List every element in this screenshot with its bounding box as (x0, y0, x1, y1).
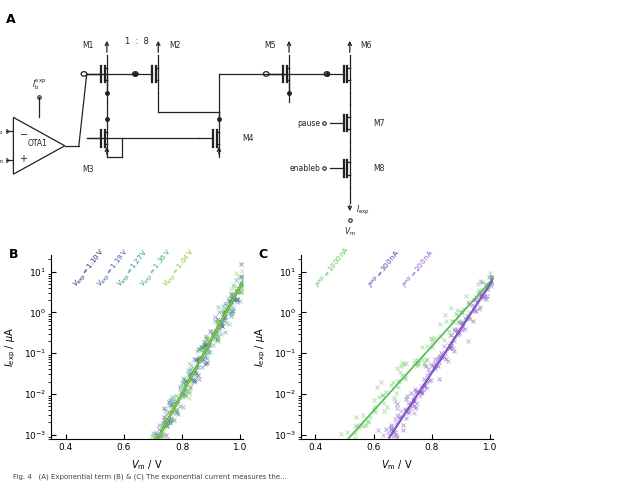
Text: $V_{\mathrm{exp}} = 1.27\,\mathrm{V}$: $V_{\mathrm{exp}} = 1.27\,\mathrm{V}$ (115, 247, 152, 290)
Y-axis label: $I_{\mathrm{exp}}$ / $\mu$A: $I_{\mathrm{exp}}$ / $\mu$A (4, 327, 19, 367)
Text: enableb: enableb (289, 164, 321, 173)
Text: $I^{\mathrm{exp}} = 200\,\mathrm{nA}$: $I^{\mathrm{exp}} = 200\,\mathrm{nA}$ (401, 248, 436, 290)
Text: A: A (6, 13, 16, 27)
Text: M6: M6 (360, 41, 372, 51)
Text: M1: M1 (83, 41, 94, 51)
Text: $V_{\mathrm{exp}} = 1.10\,\mathrm{V}$: $V_{\mathrm{exp}} = 1.10\,\mathrm{V}$ (71, 247, 109, 290)
X-axis label: $V_{\mathrm{m}}$ / V: $V_{\mathrm{m}}$ / V (381, 458, 413, 472)
Text: M5: M5 (264, 41, 276, 51)
Text: $V_{\mathrm{exp}} = 1.19\,\mathrm{V}$: $V_{\mathrm{exp}} = 1.19\,\mathrm{V}$ (95, 247, 132, 290)
Text: M8: M8 (373, 164, 385, 173)
Text: $-$: $-$ (19, 128, 28, 138)
Text: $I^{\mathrm{exp}} = 1000\,\mathrm{nA}$: $I^{\mathrm{exp}} = 1000\,\mathrm{nA}$ (314, 244, 352, 290)
Text: M4: M4 (243, 134, 254, 143)
Text: $V_{\mathrm{exp}}$: $V_{\mathrm{exp}}$ (0, 125, 4, 138)
Text: OTA1: OTA1 (28, 139, 47, 148)
Text: $I_{\mathrm{exp}}$: $I_{\mathrm{exp}}$ (356, 203, 370, 216)
Text: C: C (259, 248, 268, 261)
Text: $I_{\mathrm{b}}^{\mathrm{exp}}$: $I_{\mathrm{b}}^{\mathrm{exp}}$ (32, 77, 46, 92)
Text: pause: pause (297, 119, 321, 128)
Text: $V_{\mathrm{exp}} = 1.04\,\mathrm{V}$: $V_{\mathrm{exp}} = 1.04\,\mathrm{V}$ (161, 247, 199, 290)
X-axis label: $V_{\mathrm{m}}$ / V: $V_{\mathrm{m}}$ / V (131, 458, 163, 472)
Text: $V_{\mathrm{m}}$: $V_{\mathrm{m}}$ (344, 226, 356, 239)
Text: $V_{\mathrm{m}}$: $V_{\mathrm{m}}$ (0, 154, 4, 166)
Text: B: B (9, 248, 19, 261)
Text: M2: M2 (169, 41, 180, 51)
Text: $V_{\mathrm{exp}} = 1.36\,\mathrm{V}$: $V_{\mathrm{exp}} = 1.36\,\mathrm{V}$ (138, 247, 175, 290)
Text: M7: M7 (373, 119, 385, 128)
Text: $I^{\mathrm{exp}} = 300\,\mathrm{nA}$: $I^{\mathrm{exp}} = 300\,\mathrm{nA}$ (365, 248, 402, 290)
Text: M3: M3 (83, 165, 94, 174)
Text: 1  :  8: 1 : 8 (125, 37, 149, 46)
Text: $+$: $+$ (19, 153, 28, 164)
Y-axis label: $I_{\mathrm{exp}}$ / $\mu$A: $I_{\mathrm{exp}}$ / $\mu$A (253, 327, 268, 367)
Text: Fig. 4   (A) Exponential term (B) & (C) The exponential current measures the...: Fig. 4 (A) Exponential term (B) & (C) Th… (13, 473, 287, 480)
